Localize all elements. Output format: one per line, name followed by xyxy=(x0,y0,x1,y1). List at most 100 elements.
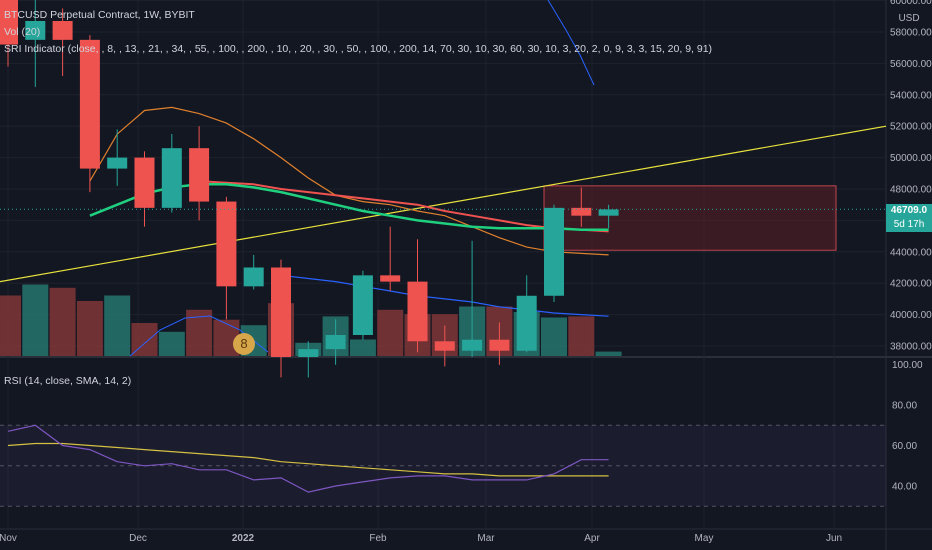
time-axis-label: Dec xyxy=(129,533,147,544)
candle-body xyxy=(243,267,264,287)
candle xyxy=(52,8,73,76)
candle-body xyxy=(25,21,46,40)
candle xyxy=(352,270,373,340)
price-axis-label: 58000.00 xyxy=(890,28,932,39)
candle xyxy=(407,239,428,353)
candle-body xyxy=(352,275,373,336)
volume-bar xyxy=(76,301,103,356)
time-axis-label: Mar xyxy=(477,533,495,544)
rsi-axis-label: 80.00 xyxy=(892,401,917,412)
candle-body xyxy=(407,281,428,342)
price-axis-label: 44000.00 xyxy=(890,247,932,258)
candle-body xyxy=(52,21,73,40)
candle-body xyxy=(189,148,210,202)
candle xyxy=(161,134,182,213)
candle-body xyxy=(134,157,155,208)
volume-bar xyxy=(49,287,76,356)
bar-countdown: 5d 17h xyxy=(886,218,932,232)
candle-body xyxy=(380,275,401,282)
candle xyxy=(25,0,46,87)
candle-body xyxy=(107,157,128,169)
rsi-axis-label: 40.00 xyxy=(892,482,917,493)
legend-sri-indicator[interactable]: SRI Indicator (close, , 8, , 13, , 21, ,… xyxy=(4,43,713,55)
candle xyxy=(516,275,537,353)
candle xyxy=(216,196,237,320)
candle-body xyxy=(571,207,592,216)
rsi-sma-line xyxy=(7,442,609,477)
price-axis-label: 40000.00 xyxy=(890,310,932,321)
time-axis-label: Nov xyxy=(0,533,17,544)
price-axis-label: 48000.00 xyxy=(890,185,932,196)
volume-bar xyxy=(104,295,131,356)
rsi-axis-label: 100.00 xyxy=(892,360,923,371)
ma-blue-line xyxy=(280,274,609,317)
volume-bar xyxy=(541,317,567,356)
candle xyxy=(134,151,155,227)
candle xyxy=(489,322,510,365)
volume-bar xyxy=(158,331,185,356)
candle-body xyxy=(298,349,319,357)
candle-body xyxy=(79,39,100,169)
candle-body xyxy=(216,201,237,287)
candle xyxy=(598,204,619,229)
support-resistance-zone xyxy=(543,185,837,251)
price-axis-label: 54000.00 xyxy=(890,90,932,101)
rsi-line xyxy=(7,424,609,493)
candle xyxy=(271,259,291,378)
time-axis-label: May xyxy=(695,533,714,544)
price-axis-label: 52000.00 xyxy=(890,122,932,133)
candle xyxy=(325,319,346,365)
candle xyxy=(243,254,264,290)
candle xyxy=(544,204,564,303)
candle-body xyxy=(325,335,346,350)
volume-bar xyxy=(0,295,21,356)
zone-box xyxy=(543,185,837,251)
time-axis-label: 2022 xyxy=(232,533,255,544)
candle xyxy=(189,126,210,221)
upper-band xyxy=(547,0,595,86)
ma-orange-line xyxy=(89,106,609,256)
candle xyxy=(0,0,18,67)
legend-title[interactable]: BTCUSD Perpetual Contract, 1W, BYBIT xyxy=(4,9,195,21)
candle-body xyxy=(271,267,291,357)
legend-volume[interactable]: Vol (20) xyxy=(4,26,41,38)
currency-label: USD xyxy=(898,13,920,24)
volume-bar xyxy=(568,316,595,356)
candle xyxy=(571,187,592,227)
dividend-badge[interactable]: 8 xyxy=(233,333,255,355)
time-axis-label: Jun xyxy=(826,533,842,544)
candle xyxy=(79,35,100,193)
candle-body xyxy=(434,341,455,351)
candle xyxy=(298,341,319,378)
candle xyxy=(380,226,401,292)
candle xyxy=(434,325,455,367)
volume-bar xyxy=(349,339,376,356)
candle xyxy=(107,129,128,186)
volume-bar xyxy=(377,309,404,356)
candle xyxy=(462,240,483,357)
candle-body xyxy=(544,207,564,296)
legend-rsi[interactable]: RSI (14, close, SMA, 14, 2) xyxy=(4,375,132,387)
time-axis-label: Feb xyxy=(369,533,387,544)
candle-body xyxy=(598,209,619,216)
price-axis-label: 42000.00 xyxy=(890,279,932,290)
ma-red-line xyxy=(199,180,609,233)
current-price-tag: 46709.0 xyxy=(886,204,932,218)
rsi-pane xyxy=(0,424,886,507)
trendline xyxy=(0,125,887,283)
candle-body xyxy=(489,339,510,351)
volume-bar xyxy=(595,351,622,356)
price-axis-label: 50000.00 xyxy=(890,153,932,164)
price-axis-label: 56000.00 xyxy=(890,59,932,70)
price-axis-label: 38000.00 xyxy=(890,342,932,353)
candlesticks[interactable] xyxy=(0,0,886,378)
candle-body xyxy=(516,295,537,351)
rsi-axis-label: 60.00 xyxy=(892,441,917,452)
price-axis-label: 60000.00 xyxy=(890,0,932,7)
candle-body xyxy=(0,0,18,45)
candle-body xyxy=(161,148,182,208)
volume-bar xyxy=(22,284,49,356)
